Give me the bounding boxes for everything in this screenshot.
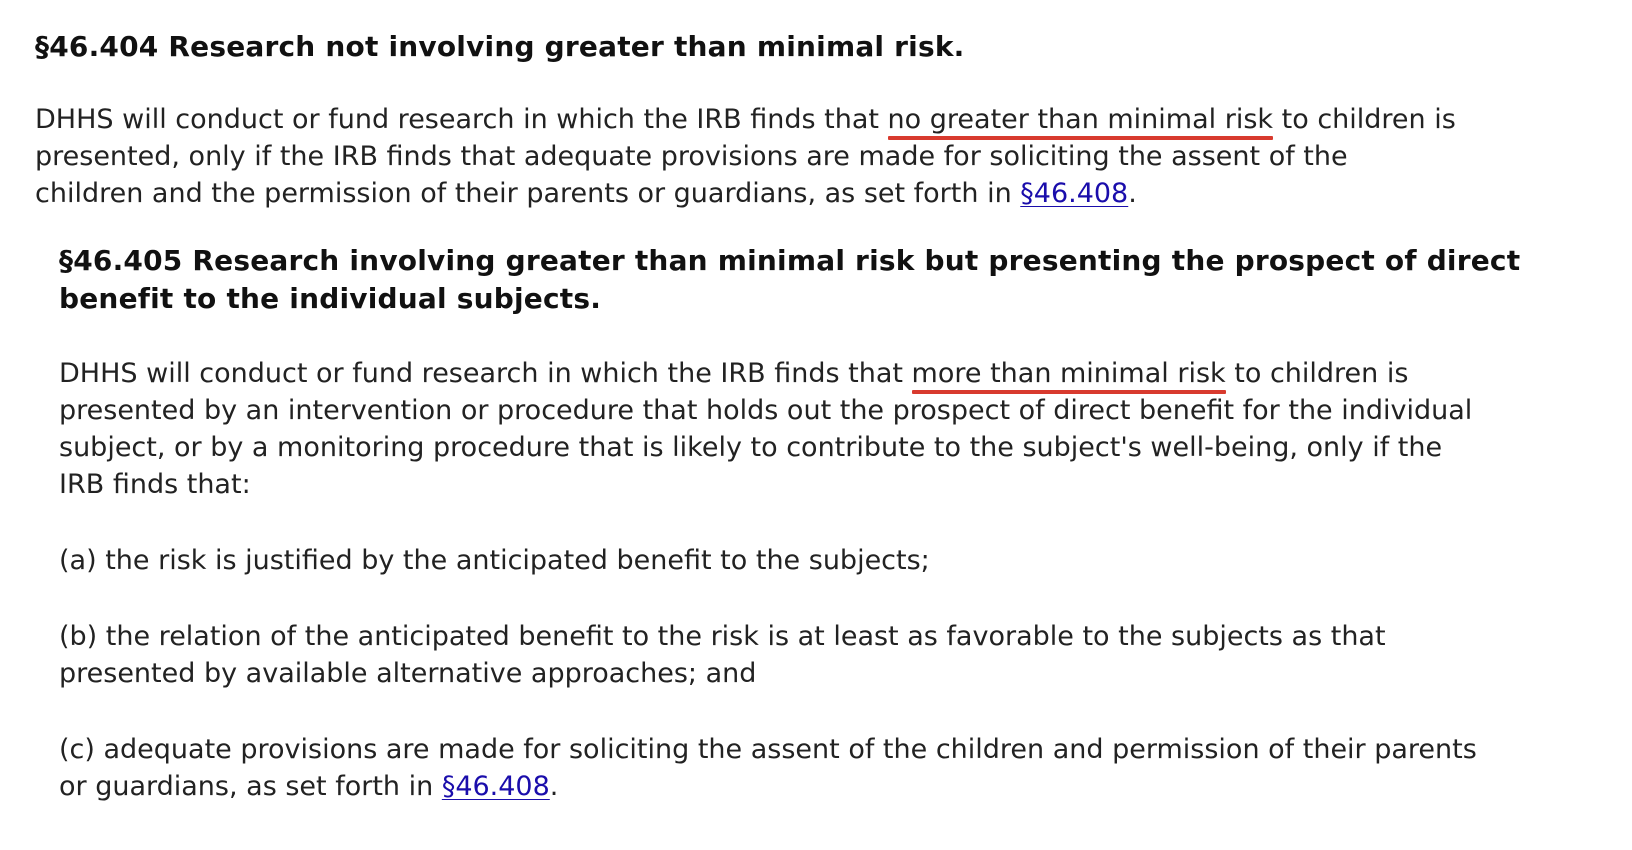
section-404-line3-text: children and the permission of their par…	[35, 178, 1021, 209]
condition-b-line2: presented by available alternative appro…	[59, 658, 757, 689]
minimal-risk-highlight: no greater than minimal risk	[887, 104, 1274, 135]
condition-c-line1: (c) adequate provisions are made for sol…	[59, 734, 1477, 765]
section-404-line2-text: presented, only if the IRB finds that ad…	[35, 141, 1348, 172]
section-405-line4-text: IRB finds that:	[59, 469, 251, 500]
condition-b-line1: (b) the relation of the anticipated bene…	[59, 621, 1386, 652]
section-405-paragraph: DHHS will conduct or fund research in wh…	[59, 355, 1472, 503]
condition-a: (a) the risk is justified by the anticip…	[59, 542, 930, 579]
section-405-line2-text: presented by an intervention or procedur…	[59, 395, 1473, 426]
section-46-408-link[interactable]: §46.408	[1020, 178, 1129, 209]
section-404-line1-text: DHHS will conduct or fund research in wh…	[35, 104, 888, 135]
section-405-line3-text: subject, or by a monitoring procedure th…	[59, 432, 1443, 463]
section-404-paragraph: DHHS will conduct or fund research in wh…	[35, 101, 1456, 212]
section-404-heading: §46.404 Research not involving greater t…	[35, 28, 965, 66]
section-405-line1-text: DHHS will conduct or fund research in wh…	[59, 358, 912, 389]
condition-b: (b) the relation of the anticipated bene…	[59, 618, 1386, 692]
section-405-heading: §46.405 Research involving greater than …	[59, 242, 1520, 318]
section-405-heading-line2: benefit to the individual subjects.	[59, 282, 602, 315]
condition-c-line2-end: .	[549, 771, 559, 802]
more-than-minimal-risk-highlight: more than minimal risk	[911, 358, 1226, 389]
condition-c: (c) adequate provisions are made for sol…	[59, 731, 1477, 805]
section-404-line1-end: to children is	[1273, 104, 1456, 135]
section-46-408-link-2[interactable]: §46.408	[441, 771, 550, 802]
section-404-line3-end: .	[1128, 178, 1137, 209]
section-405-heading-line1: §46.405 Research involving greater than …	[59, 244, 1521, 277]
section-405-line1-end: to children is	[1225, 358, 1409, 389]
section-404-heading-text: §46.404 Research not involving greater t…	[35, 30, 965, 63]
condition-c-line2: or guardians, as set forth in	[59, 771, 442, 802]
condition-a-text: (a) the risk is justified by the anticip…	[59, 545, 930, 576]
